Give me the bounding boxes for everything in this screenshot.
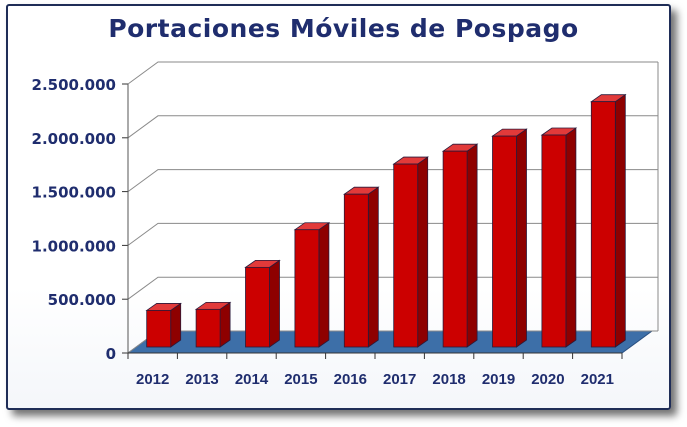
x-tick-label: 2013 — [185, 371, 218, 388]
x-tick-label: 2017 — [383, 371, 416, 388]
chart-title: Portaciones Móviles de Pospago — [108, 14, 579, 43]
bar — [244, 259, 281, 348]
bar-side — [367, 186, 379, 348]
x-tick-label: 2015 — [284, 371, 317, 388]
bar — [293, 221, 331, 348]
bars — [145, 93, 627, 348]
y-tick-label: 1.000.000 — [32, 237, 116, 255]
bar-side — [516, 128, 527, 348]
y-axis: 0 500.000 1.000.000 1.500.000 2.000.000 2.500… — [32, 76, 129, 363]
gridline — [127, 61, 658, 85]
bar — [145, 302, 182, 348]
x-tick-label: 2012 — [136, 371, 169, 388]
bar — [540, 127, 578, 348]
bar-side — [466, 143, 478, 348]
gridline — [127, 222, 658, 246]
x-tick-label: 2019 — [482, 371, 515, 388]
x-tick-label: 2016 — [334, 371, 367, 388]
bar-front — [245, 266, 270, 348]
gridlines — [127, 61, 658, 354]
bar-front — [393, 163, 419, 348]
x-tick-label: 2018 — [432, 371, 465, 388]
bar-front — [541, 134, 567, 348]
bar — [441, 143, 479, 348]
bar-side — [170, 302, 182, 348]
y-tick-label: 1.500.000 — [32, 184, 116, 202]
bar-front — [343, 193, 369, 348]
y-tick-label: 500.000 — [48, 291, 116, 309]
bar-front — [590, 101, 616, 348]
bar — [491, 128, 528, 348]
bar-front — [146, 310, 172, 348]
bar-side — [269, 259, 280, 348]
gridline — [127, 115, 658, 139]
bar-front — [294, 229, 320, 348]
bar-side — [565, 127, 577, 348]
bar-side — [417, 156, 429, 348]
bar-front — [492, 135, 517, 348]
x-tick-label: 2021 — [581, 371, 614, 388]
y-tick-label: 2.500.000 — [32, 76, 116, 94]
x-axis: 2012 2013 2014 2015 2016 2017 2018 2019 2020 2021 — [127, 352, 623, 388]
x-tick-label: 2014 — [235, 371, 269, 388]
bar-front — [195, 308, 221, 348]
bar — [590, 93, 627, 348]
gridline — [127, 276, 658, 300]
bar — [343, 186, 380, 348]
bar — [194, 301, 232, 348]
bar — [392, 156, 429, 348]
bar-side — [614, 93, 626, 348]
gridline — [127, 169, 658, 193]
bar-side — [219, 301, 231, 348]
x-tick-label: 2020 — [531, 371, 564, 388]
bar-front — [442, 150, 468, 348]
y-tick-label: 2.000.000 — [32, 130, 116, 148]
bar-side — [318, 221, 330, 348]
y-tick-label: 0 — [106, 345, 116, 363]
